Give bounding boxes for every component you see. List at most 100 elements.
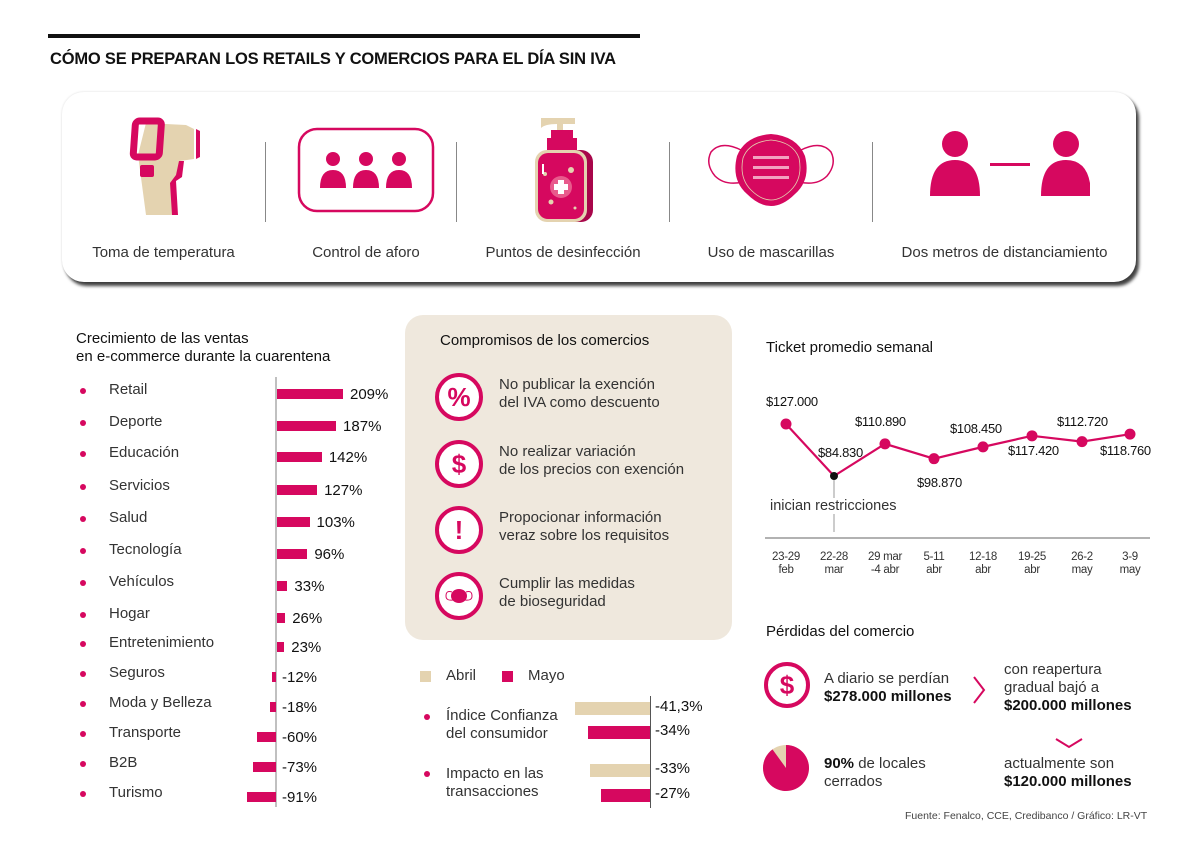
ecommerce-title-line1: Crecimiento de las ventas (76, 330, 249, 347)
closed-stores-pie (763, 745, 809, 791)
current-loss-text: actualmente son $120.000 millones (1004, 755, 1132, 791)
bullet (80, 451, 86, 457)
commitment-line2: de bioseguridad (499, 593, 606, 610)
ecommerce-row: Deporte (0, 413, 340, 433)
ecommerce-row: Vehículos (0, 573, 340, 593)
category-label: Seguros (109, 664, 165, 681)
ticket-line-chart (765, 418, 1150, 539)
row-line2: del consumidor (446, 725, 548, 742)
value-label: 96% (314, 546, 345, 563)
divider (872, 142, 873, 222)
commitment-line1: Cumplir las medidas (499, 575, 635, 592)
row-line2: transacciones (446, 783, 539, 800)
ecommerce-row: Salud (0, 509, 340, 529)
measure-label: Puntos de desinfección (485, 244, 641, 261)
commitment-item: ! Propocionar información veraz sobre los… (435, 506, 735, 556)
commitment-line2: veraz sobre los requisitos (499, 527, 670, 544)
reopen-line2: gradual bajó a (1004, 679, 1100, 696)
bullet (80, 388, 86, 394)
category-label: Turismo (109, 784, 163, 801)
ecommerce-row: Tecnología (0, 541, 340, 561)
sanitizer-bottle-icon (535, 118, 593, 222)
bar-abril (590, 764, 650, 777)
ecommerce-bar (277, 642, 285, 652)
value-label: -33% (655, 760, 691, 777)
commitments-card: Compromisos de los comercios % No public… (405, 315, 732, 640)
mask-icon (435, 572, 483, 620)
value-label: -91% (282, 789, 318, 806)
bullet (80, 516, 86, 522)
data-point (928, 453, 940, 465)
measure-capacity: Control de aforo (266, 92, 466, 282)
reopen-loss-text: con reapertura gradual bajó a $200.000 m… (1004, 661, 1132, 715)
commitment-item: Cumplir las medidas de bioseguridad (435, 572, 735, 622)
daily-loss-amount: $278.000 millones (824, 688, 952, 705)
ecommerce-bar (277, 517, 310, 527)
point-label: $98.870 (917, 475, 962, 490)
ecommerce-bar (277, 485, 318, 495)
category-label: Salud (109, 509, 148, 526)
ticket-title: Ticket promedio semanal (766, 339, 934, 356)
measure-distancing: Dos metros de distanciamiento (873, 92, 1136, 282)
ecommerce-row: Turismo (0, 784, 340, 804)
transactions-row-label: Impacto en las transacciones (446, 765, 544, 801)
dollar-icon: $ (435, 440, 483, 488)
measures-card: Toma de temperatura Control de aforo (62, 92, 1136, 282)
ecommerce-row: B2B (0, 754, 340, 774)
row-line1: Índice Confianza (446, 707, 558, 724)
value-label: -73% (282, 759, 318, 776)
category-label: Tecnología (109, 541, 182, 558)
value-label: -18% (282, 699, 318, 716)
ecommerce-title-line2: en e-commerce durante la cuarentena (76, 348, 331, 365)
ecommerce-row: Seguros (0, 664, 340, 684)
bullet (80, 761, 86, 767)
value-label: 26% (292, 610, 323, 627)
bullet (80, 791, 86, 797)
bullet (424, 714, 430, 720)
category-label: B2B (109, 754, 138, 771)
value-label: 103% (316, 514, 355, 531)
category-label: Retail (109, 381, 148, 398)
ecommerce-row: Transporte (0, 724, 340, 744)
exclamation-icon: ! (435, 506, 483, 554)
category-label: Transporte (109, 724, 181, 741)
confidence-axis (650, 696, 651, 808)
chevron-down-icon (1055, 738, 1083, 749)
category-label: Educación (109, 444, 180, 461)
reopen-line1: con reapertura (1004, 661, 1102, 678)
thermometer-gun-icon (129, 117, 200, 215)
category-label: Moda y Belleza (109, 694, 212, 711)
daily-loss-text: A diario se perdían $278.000 millones (824, 670, 952, 706)
ecommerce-bar (252, 762, 276, 772)
ecommerce-bar (247, 792, 276, 802)
closed-line2: cerrados (824, 773, 883, 790)
category-label: Servicios (109, 477, 170, 494)
x-tick-label: 3-9 may (1119, 551, 1141, 576)
current-line1: actualmente son (1004, 755, 1115, 772)
category-label: Hogar (109, 605, 150, 622)
commitments-title: Compromisos de los comercios (440, 332, 650, 349)
ecommerce-row: Servicios (0, 477, 340, 497)
bar-mayo (600, 789, 650, 802)
ecommerce-row: Entretenimiento (0, 634, 340, 654)
measure-disinfection: Puntos de desinfección (457, 92, 669, 282)
commitment-line1: No realizar variación (499, 443, 636, 460)
legend-label-abril: Abril (446, 667, 477, 684)
data-point (879, 438, 891, 450)
bar-mayo (588, 726, 650, 739)
measure-label: Toma de temperatura (92, 244, 235, 261)
data-point (1026, 430, 1038, 442)
data-point (1124, 428, 1136, 440)
divider (456, 142, 457, 222)
bullet (80, 420, 86, 426)
page-title: CÓMO SE PREPARAN LOS RETAILS Y COMERCIOS… (50, 50, 616, 68)
ecommerce-row: Retail (0, 381, 340, 401)
ecommerce-bar (277, 549, 308, 559)
ecommerce-bar (277, 452, 322, 462)
percent-icon: % (435, 373, 483, 421)
x-tick-label: 22-28 mar (820, 551, 848, 576)
ecommerce-bar (277, 581, 288, 591)
measure-mask: Uso de mascarillas (670, 92, 872, 282)
bullet (424, 771, 430, 777)
value-label: 127% (324, 482, 363, 499)
